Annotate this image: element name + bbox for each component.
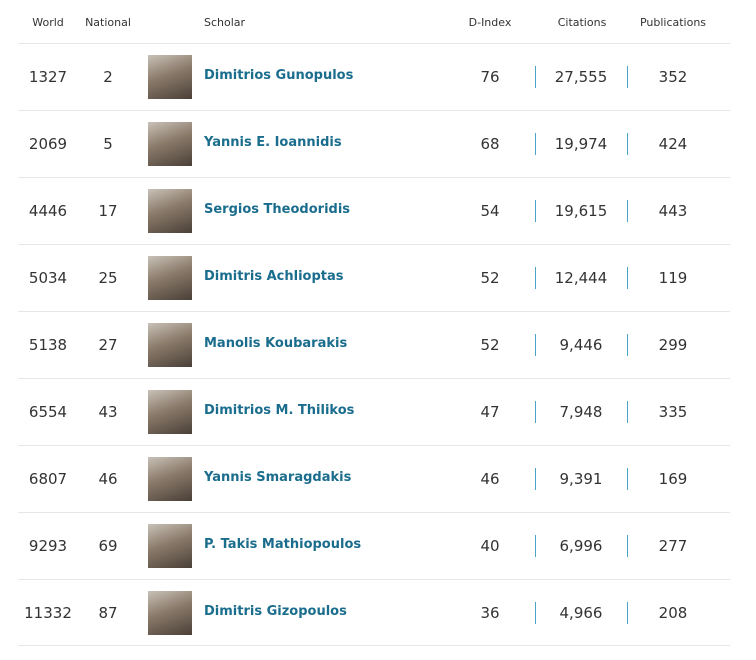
cell: 52: [480, 269, 500, 287]
cell: 208: [658, 604, 688, 622]
scholar-name[interactable]: Manolis Koubarakis: [204, 336, 348, 351]
cell: 47: [480, 403, 500, 421]
cell: 9293: [28, 537, 68, 555]
scholar-photo[interactable]: [148, 390, 192, 434]
cell: 27: [98, 336, 118, 354]
column-header: World: [32, 16, 64, 29]
divider: [627, 401, 628, 423]
cell: 5: [103, 135, 113, 153]
table-row: 5138 27 52 9,446 299 Manolis Koubarakis: [18, 311, 730, 379]
scholar-photo[interactable]: [148, 189, 192, 233]
cell: 12,444: [554, 269, 608, 287]
cell: 4,966: [559, 604, 603, 622]
table-row: 11332 87 36 4,966 208 Dimitris Gizopoulos: [18, 579, 730, 647]
column-header: National: [85, 16, 131, 29]
cell: 19,974: [554, 135, 608, 153]
cell: 43: [98, 403, 118, 421]
divider: [535, 401, 536, 423]
scholar-photo[interactable]: [148, 323, 192, 367]
cell: 299: [658, 336, 688, 354]
scholar-name[interactable]: Dimitrios Gunopulos: [204, 68, 354, 83]
divider: [535, 133, 536, 155]
cell: 87: [98, 604, 118, 622]
divider: [627, 267, 628, 289]
scholar-name[interactable]: Yannis Smaragdakis: [204, 470, 352, 485]
scholar-photo[interactable]: [148, 55, 192, 99]
cell: 27,555: [554, 68, 608, 86]
scholar-name[interactable]: Dimitris Achlioptas: [204, 269, 344, 284]
divider: [535, 267, 536, 289]
column-header: Citations: [557, 16, 607, 29]
column-header: Publications: [639, 16, 707, 29]
cell: 19,615: [554, 202, 608, 220]
column-header: Scholar: [204, 16, 246, 29]
table-row: 1327 2 76 27,555 352 Dimitrios Gunopulos: [18, 43, 730, 111]
divider: [535, 468, 536, 490]
divider: [627, 602, 628, 624]
table-row: 2069 5 68 19,974 424 Yannis E. Ioannidis: [18, 110, 730, 178]
divider: [535, 334, 536, 356]
cell: 40: [480, 537, 500, 555]
cell: 52: [480, 336, 500, 354]
divider: [627, 200, 628, 222]
divider: [535, 200, 536, 222]
scholar-name[interactable]: Dimitris Gizopoulos: [204, 604, 347, 619]
divider: [535, 602, 536, 624]
cell: 277: [658, 537, 688, 555]
scholar-photo[interactable]: [148, 256, 192, 300]
cell: 7,948: [559, 403, 603, 421]
divider: [627, 535, 628, 557]
table-row: 5034 25 52 12,444 119 Dimitris Achlioptas: [18, 244, 730, 312]
table-row: 6554 43 47 7,948 335 Dimitrios M. Thilikos: [18, 378, 730, 446]
scholar-name[interactable]: Dimitrios M. Thilikos: [204, 403, 355, 418]
cell: 424: [658, 135, 688, 153]
cell: 169: [658, 470, 688, 488]
cell: 5034: [28, 269, 68, 287]
table-row: 4446 17 54 19,615 443 Sergios Theodoridis: [18, 177, 730, 245]
cell: 46: [98, 470, 118, 488]
scholar-name[interactable]: Yannis E. Ioannidis: [204, 135, 342, 150]
cell: 2069: [28, 135, 68, 153]
table-row: 9293 69 40 6,996 277 P. Takis Mathiopoulos: [18, 512, 730, 580]
table-row: 6807 46 46 9,391 169 Yannis Smaragdakis: [18, 445, 730, 513]
cell: 9,391: [559, 470, 603, 488]
cell: 36: [480, 604, 500, 622]
divider: [627, 334, 628, 356]
divider: [627, 468, 628, 490]
cell: 6,996: [559, 537, 603, 555]
scholar-photo[interactable]: [148, 524, 192, 568]
scholar-photo[interactable]: [148, 122, 192, 166]
scholar-photo[interactable]: [148, 457, 192, 501]
cell: 6807: [28, 470, 68, 488]
cell: 1327: [28, 68, 68, 86]
scholar-photo[interactable]: [148, 591, 192, 635]
cell: 17: [98, 202, 118, 220]
divider: [535, 66, 536, 88]
scholar-name[interactable]: P. Takis Mathiopoulos: [204, 537, 362, 552]
scholar-name[interactable]: Sergios Theodoridis: [204, 202, 351, 217]
cell: 76: [480, 68, 500, 86]
cell: 4446: [28, 202, 68, 220]
cell: 68: [480, 135, 500, 153]
cell: 119: [658, 269, 688, 287]
cell: 46: [480, 470, 500, 488]
cell: 352: [658, 68, 688, 86]
cell: 335: [658, 403, 688, 421]
cell: 25: [98, 269, 118, 287]
divider: [627, 66, 628, 88]
cell: 69: [98, 537, 118, 555]
cell: 6554: [28, 403, 68, 421]
divider: [627, 133, 628, 155]
divider: [535, 535, 536, 557]
cell: 11332: [24, 604, 72, 622]
cell: 9,446: [559, 336, 603, 354]
cell: 443: [658, 202, 688, 220]
row-border: [18, 645, 730, 646]
cell: 5138: [28, 336, 68, 354]
column-header: D-Index: [468, 16, 512, 29]
cell: 2: [103, 68, 113, 86]
cell: 54: [480, 202, 500, 220]
